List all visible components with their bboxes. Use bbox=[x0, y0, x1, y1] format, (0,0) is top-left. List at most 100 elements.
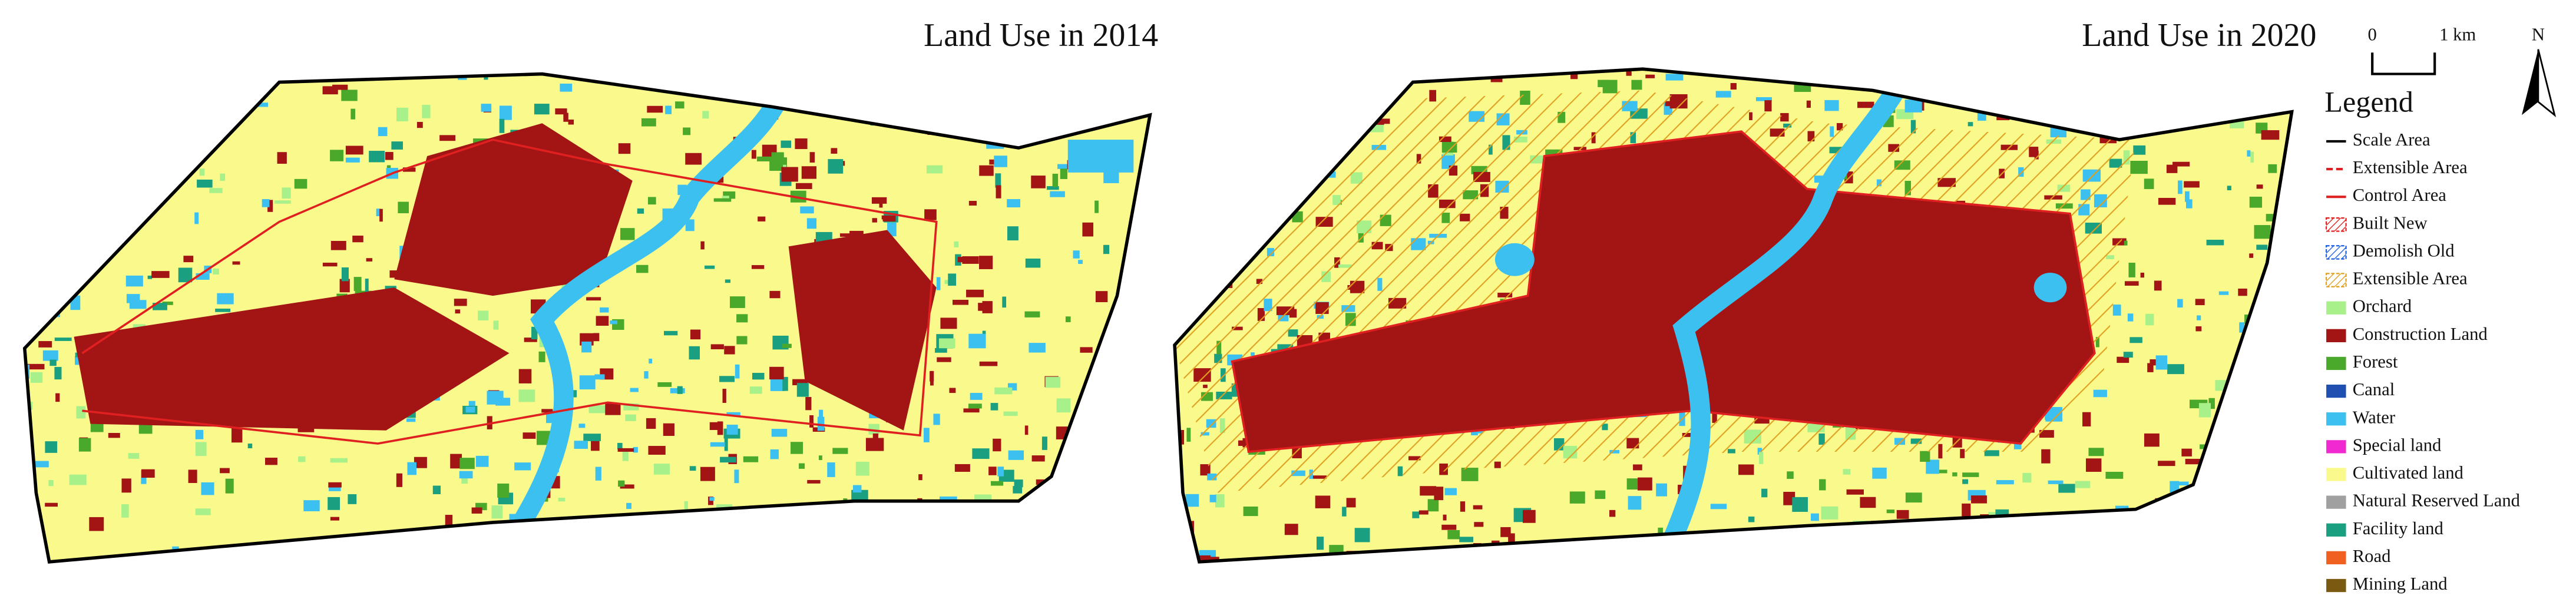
land-patch bbox=[1050, 487, 1065, 494]
land-patch bbox=[1104, 499, 1121, 512]
land-patch bbox=[518, 369, 532, 383]
land-patch bbox=[610, 320, 618, 325]
land-patch bbox=[1783, 491, 1795, 505]
land-patch bbox=[1480, 546, 1484, 558]
land-patch bbox=[189, 556, 204, 562]
land-patch bbox=[2299, 450, 2308, 463]
land-patch bbox=[1658, 527, 1664, 537]
land-patch bbox=[1073, 250, 1080, 259]
land-patch bbox=[839, 233, 856, 237]
land-patch bbox=[58, 133, 63, 138]
land-patch bbox=[125, 85, 130, 97]
land-patch bbox=[197, 179, 213, 188]
land-patch bbox=[827, 462, 835, 477]
land-patch bbox=[34, 97, 44, 108]
land-patch bbox=[898, 78, 902, 87]
land-patch bbox=[969, 107, 977, 118]
land-patch bbox=[471, 507, 482, 514]
land-patch bbox=[2213, 518, 2220, 527]
control-area bbox=[81, 138, 938, 445]
land-patch bbox=[178, 267, 193, 283]
land-patch bbox=[685, 153, 702, 165]
land-patch bbox=[1288, 75, 1294, 81]
land-patch bbox=[2065, 94, 2071, 98]
land-patch bbox=[1824, 100, 1839, 111]
land-patch bbox=[1284, 524, 1298, 535]
land-patch bbox=[38, 341, 52, 348]
land-patch bbox=[1759, 452, 1764, 464]
land-patch bbox=[1024, 425, 1029, 435]
land-patch bbox=[1002, 296, 1007, 308]
land-patch bbox=[928, 117, 946, 127]
land-patch bbox=[800, 206, 814, 214]
land-patch bbox=[996, 185, 1001, 199]
land-patch bbox=[720, 456, 736, 463]
land-patch bbox=[1223, 88, 1232, 102]
land-patch bbox=[596, 316, 609, 326]
land-patch bbox=[1116, 110, 1120, 118]
land-patch bbox=[225, 478, 234, 494]
land-patch bbox=[918, 474, 922, 481]
land-patch bbox=[2177, 299, 2183, 308]
land-patch bbox=[2256, 244, 2268, 250]
land-patch bbox=[1844, 556, 1853, 562]
land-patch bbox=[551, 537, 558, 546]
land-patch bbox=[743, 456, 759, 462]
land-patch bbox=[997, 467, 1004, 477]
land-patch bbox=[24, 208, 29, 214]
land-patch bbox=[1050, 191, 1065, 197]
land-patch bbox=[65, 160, 74, 166]
land-patch bbox=[993, 555, 1010, 562]
land-patch bbox=[970, 393, 983, 400]
land-patch bbox=[1910, 120, 1916, 134]
land-patch bbox=[1645, 74, 1655, 78]
land-patch bbox=[61, 285, 74, 296]
land-patch bbox=[2140, 514, 2151, 522]
land-patch bbox=[527, 532, 543, 537]
legend-label: Canal bbox=[2353, 379, 2395, 399]
land-patch bbox=[2280, 505, 2290, 520]
land-patch bbox=[1131, 465, 1137, 480]
land-patch bbox=[366, 258, 373, 262]
land-patch bbox=[558, 498, 566, 502]
land-patch bbox=[1467, 558, 1485, 562]
land-patch bbox=[2195, 299, 2205, 306]
land-patch bbox=[2127, 313, 2134, 322]
land-patch bbox=[2268, 164, 2277, 173]
land-patch bbox=[1271, 195, 1287, 210]
legend-label: Extensible Area bbox=[2353, 157, 2468, 177]
land-patch bbox=[1082, 95, 1089, 100]
land-patch bbox=[1078, 260, 1083, 264]
land-patch bbox=[689, 466, 696, 471]
land-patch bbox=[2290, 162, 2292, 175]
land-patch bbox=[2147, 363, 2154, 372]
land-patch bbox=[69, 474, 87, 485]
land-patch bbox=[413, 551, 425, 561]
land-patch bbox=[946, 91, 957, 102]
land-patch bbox=[2233, 376, 2240, 384]
land-patch bbox=[300, 553, 318, 562]
land-patch bbox=[50, 297, 62, 303]
land-patch bbox=[117, 94, 129, 100]
land-patch bbox=[45, 502, 58, 507]
land-patch bbox=[782, 343, 792, 348]
land-patch bbox=[939, 338, 955, 349]
land-patch bbox=[2147, 537, 2152, 550]
land-patch bbox=[979, 165, 994, 176]
land-patch bbox=[1095, 291, 1108, 302]
land-patch bbox=[1335, 98, 1350, 110]
land-patch bbox=[2263, 326, 2267, 333]
land-patch bbox=[213, 269, 219, 275]
legend-swatch bbox=[2326, 440, 2346, 454]
land-patch bbox=[1764, 100, 1772, 112]
land-patch bbox=[330, 241, 346, 250]
land-patch bbox=[369, 151, 385, 163]
land-patch bbox=[1323, 128, 1337, 143]
land-patch bbox=[189, 75, 201, 85]
land-patch bbox=[151, 271, 170, 278]
land-patch bbox=[303, 500, 320, 511]
land-patch bbox=[805, 396, 812, 411]
land-patch bbox=[1962, 472, 1979, 477]
land-patch bbox=[998, 136, 1013, 144]
land-patch bbox=[1223, 227, 1231, 234]
